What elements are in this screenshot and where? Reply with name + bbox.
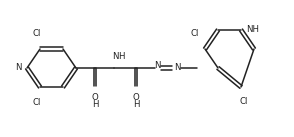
Text: N: N bbox=[16, 64, 22, 72]
Text: N: N bbox=[112, 52, 118, 61]
Text: N: N bbox=[154, 62, 160, 71]
Text: O: O bbox=[133, 93, 139, 102]
Text: H: H bbox=[118, 52, 124, 61]
Text: Cl: Cl bbox=[191, 29, 199, 38]
Text: H: H bbox=[133, 100, 139, 109]
Text: O: O bbox=[92, 93, 98, 102]
Text: Cl: Cl bbox=[33, 29, 41, 38]
Text: H: H bbox=[92, 100, 98, 109]
Text: Cl: Cl bbox=[240, 97, 248, 106]
Text: N: N bbox=[174, 64, 180, 72]
Text: Cl: Cl bbox=[33, 98, 41, 107]
Text: NH: NH bbox=[246, 25, 259, 35]
